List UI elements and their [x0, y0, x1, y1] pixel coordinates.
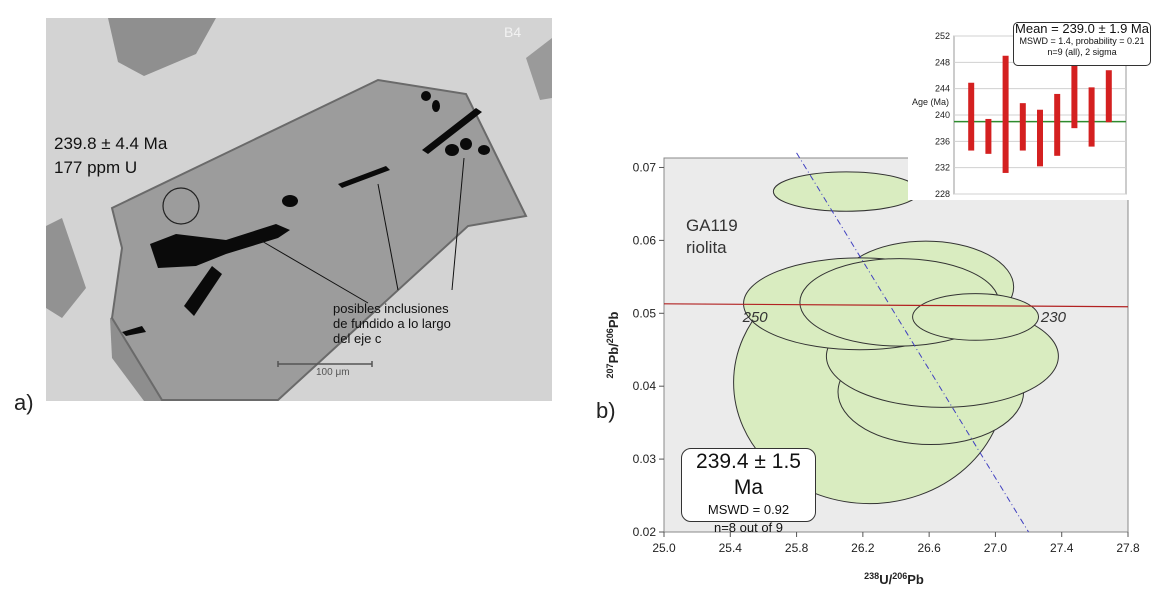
inset-y-tick-label: 232 [935, 163, 950, 173]
inset-y-tick-label: 252 [935, 31, 950, 41]
uranium-content: 177 ppm U [54, 158, 138, 177]
inclusion-dot-6 [432, 100, 440, 112]
zircon-image: 100 μm B4 239.8 ± 4.4 Ma 177 ppm U posib… [46, 18, 552, 401]
leader-line-1 [259, 239, 369, 304]
x-tick-label: 27.8 [1116, 541, 1140, 555]
leader-line-2 [377, 183, 399, 291]
y-tick-label: 0.06 [633, 233, 657, 247]
inset-error-bar [1037, 109, 1043, 167]
error-ellipse [772, 171, 920, 212]
inclusion-small [122, 326, 146, 336]
y-axis-label: 207Pb/206Pb [605, 311, 621, 378]
sample-label: GA119 riolita [686, 215, 738, 259]
melt-inclusion [150, 224, 290, 268]
error-ellipse [912, 293, 1040, 341]
y-tick-label: 0.02 [633, 525, 657, 539]
discordia-line [796, 152, 1029, 533]
result-mswd: MSWD = 0.92 [707, 502, 790, 517]
inset-error-bar [968, 82, 975, 151]
inclusion-dot-4 [478, 145, 490, 155]
inset-y-tick-label: 244 [935, 84, 950, 94]
inset-y-label: Age (Ma) [912, 97, 949, 107]
zircon-image-svg: 100 μm B4 [46, 18, 552, 401]
inset-bars [954, 55, 1126, 173]
inset-error-bar [1019, 103, 1026, 151]
y-tick-label: 0.04 [633, 379, 657, 393]
inset-error-bar [1105, 70, 1112, 123]
inset-y-tick-label: 236 [935, 136, 950, 146]
inset-mswd: MSWD = 1.4, probability = 0.21 [1019, 36, 1145, 46]
panel-a-label: a) [14, 390, 34, 415]
ellipse-group [733, 171, 1059, 505]
callout-line-3: del eje c [333, 331, 382, 346]
concordia-curve [663, 303, 1129, 308]
zircon-grain [110, 78, 528, 401]
callout-line-1: posibles inclusiones [333, 301, 449, 316]
callout-line-2: de fundido a lo largo [333, 316, 451, 331]
x-tick-label: 25.8 [785, 541, 809, 555]
inset-error-bar [1071, 59, 1078, 129]
y-axis: 0.02 0.03 0.04 0.05 0.06 0.07 [633, 160, 664, 539]
inset-error-bar [1002, 55, 1009, 173]
x-tick-label: 27.0 [984, 541, 1008, 555]
x-tick-label: 26.6 [917, 541, 941, 555]
leader-line-3 [451, 157, 465, 291]
inclusion-dot-5 [421, 91, 431, 101]
result-box: 239.4 ± 1.5 Ma MSWD = 0.92 n=8 out of 9 [681, 448, 816, 535]
fragment-right [526, 38, 552, 100]
scale-bar-label: 100 μm [316, 367, 350, 378]
inclusion-callout: posibles inclusiones de fundido a lo lar… [333, 301, 451, 346]
result-n: n=8 out of 9 [713, 520, 784, 535]
x-tick-label: 26.2 [851, 541, 875, 555]
x-axis-label: 238U/206Pb [864, 571, 924, 587]
y-tick-label: 0.07 [633, 160, 657, 174]
y-tick-label: 0.05 [633, 306, 657, 320]
inset-mean-box: Mean = 239.0 ± 1.9 Ma MSWD = 1.4, probab… [1013, 22, 1151, 66]
x-tick-label: 27.4 [1050, 541, 1074, 555]
spot-age: 239.8 ± 4.4 Ma [54, 134, 168, 153]
fragment-left [46, 218, 86, 318]
inclusion-streak [184, 266, 222, 316]
inclusion-dot-2 [445, 144, 459, 156]
sample-name: GA119 [686, 216, 738, 235]
concordia-age-label: 250 [742, 309, 769, 326]
fragment-top [108, 18, 216, 76]
concordia-age-label: 230 [1040, 309, 1067, 326]
grain-code: B4 [504, 24, 521, 40]
inclusion-dot-3 [460, 138, 472, 150]
x-tick-label: 25.4 [719, 541, 743, 555]
age-text: 239.8 ± 4.4 Ma 177 ppm U [54, 132, 167, 180]
inset-mean: Mean = 239.0 ± 1.9 Ma [1015, 21, 1149, 36]
inset-error-bar [985, 118, 992, 154]
x-tick-label: 25.0 [652, 541, 676, 555]
inclusion-streak-3 [422, 108, 482, 154]
panel-b-label: b) [596, 398, 616, 423]
line-group: 250 230 [663, 152, 1129, 533]
inset-error-bar [1054, 93, 1061, 156]
y-tick-label: 0.03 [633, 452, 657, 466]
inset-error-bar [1088, 87, 1095, 147]
inset-y-tick-label: 248 [935, 57, 950, 67]
analysis-spot [162, 187, 200, 225]
inset-n: n=9 (all), 2 sigma [1047, 47, 1117, 57]
inclusion-dot [282, 195, 298, 207]
result-age: 239.4 ± 1.5 Ma [696, 450, 801, 499]
inset-y-tick-label: 228 [935, 189, 950, 199]
x-axis: 25.0 25.4 25.8 26.2 26.6 27.0 27.4 27.8 [652, 532, 1140, 555]
rock-type: riolita [686, 238, 727, 257]
inclusion-streak-2 [338, 166, 390, 188]
inset-y-tick-label: 240 [935, 110, 950, 120]
